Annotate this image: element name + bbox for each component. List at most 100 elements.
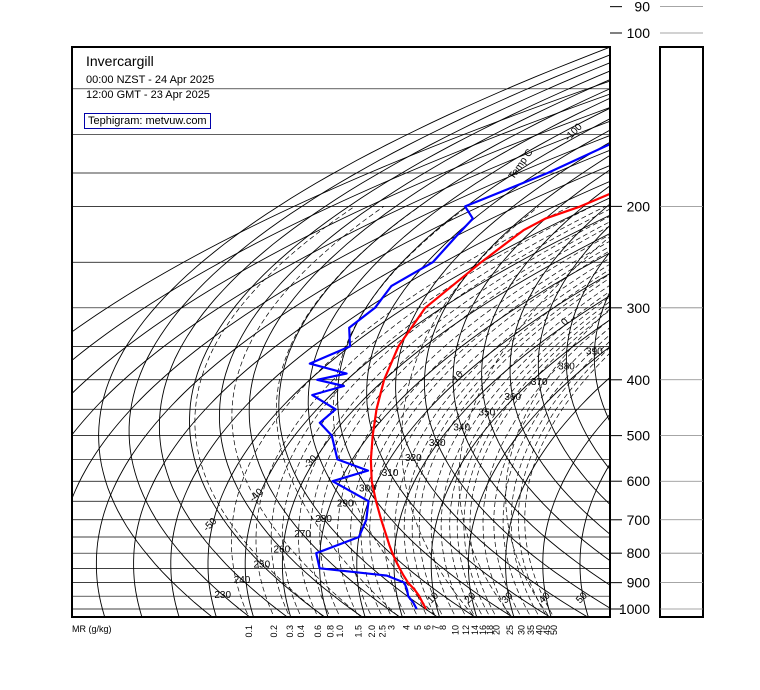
utc-time-label: 12:00 GMT - 23 Apr 2025 — [86, 89, 210, 101]
mixing-ratio-line — [403, 268, 610, 617]
mixing-ratio-tick-label: 12 — [461, 625, 471, 635]
isotherm-line — [72, 80, 610, 333]
mixing-ratio-tick-label: 7 — [431, 625, 441, 630]
mixing-ratio-tick-label: 30 — [516, 625, 526, 635]
mixing-ratio-line — [469, 309, 610, 617]
potential-temperature-label: 320 — [405, 453, 422, 464]
mixing-ratio-tick-label: 35 — [526, 625, 536, 635]
mixing-ratio-line — [319, 225, 610, 617]
dry-adiabat-line — [423, 154, 610, 609]
mixing-ratio-line — [463, 305, 610, 617]
potential-temperature-label: 250 — [253, 560, 270, 571]
isotherm-line — [72, 134, 610, 500]
wind-panel — [659, 46, 704, 618]
mixing-ratio-tick-label: 5 — [413, 625, 423, 630]
mixing-ratio-line — [350, 240, 610, 617]
moist-adiabat-line — [505, 308, 610, 617]
mixing-ratio-tick-label: 0.6 — [313, 625, 323, 638]
mixing-ratio-tick-label: 10 — [451, 625, 461, 635]
pressure-tick-label: 90 — [634, 0, 650, 15]
moist-adiabat-line — [275, 206, 420, 617]
isotherm-line — [579, 463, 610, 617]
mixing-ratio-tick-label: 16 — [478, 625, 488, 635]
isotherm-line — [319, 252, 610, 617]
dry-adiabat-line — [650, 0, 760, 633]
mixing-ratio-tick-label: 0.4 — [296, 625, 306, 638]
mixing-ratio-tick-label: 2.0 — [367, 625, 377, 638]
potential-temperature-label: 390 — [586, 346, 603, 357]
dry-adiabat-line — [248, 88, 610, 617]
mixing-ratio-line — [449, 296, 610, 617]
mixing-ratio-line — [360, 245, 610, 617]
isotherm-line — [207, 197, 610, 617]
station-title: Invercargill — [86, 53, 154, 69]
mixing-ratio-line — [456, 301, 610, 617]
isotherm-line — [505, 376, 610, 617]
mixing-ratio-tick-label: 0.3 — [285, 625, 295, 638]
potential-temperature-label: 290 — [337, 499, 354, 510]
pressure-tick-label: 1000 — [619, 601, 650, 617]
potential-temperature-label: 260 — [274, 544, 291, 555]
mixing-ratio-line — [383, 257, 610, 617]
mixing-ratio-tick-label: 3 — [387, 625, 397, 630]
dry-adiabat-line — [395, 141, 610, 617]
potential-temperature-label: 300 — [359, 483, 376, 494]
mixing-ratio-line — [482, 319, 610, 617]
mixing-ratio-tick-label: 8 — [438, 625, 448, 630]
mixing-ratio-line — [394, 263, 610, 617]
mixing-ratio-tick-label: 20 — [491, 625, 501, 635]
mixing-ratio-line — [502, 334, 610, 617]
mixing-ratio-tick-label: 50 — [549, 625, 559, 635]
mixing-ratio-line — [524, 352, 610, 617]
temperature-profile-line — [369, 192, 610, 610]
pressure-tick-label: 900 — [627, 575, 651, 591]
potential-temperature-label: 370 — [531, 377, 548, 388]
mixing-ratio-line — [440, 290, 610, 617]
dry-adiabat-line — [366, 129, 610, 617]
mixing-ratio-tick-label: 6 — [423, 625, 433, 630]
dry-adiabat-line — [337, 118, 610, 617]
mixing-ratio-axis-label: MR (g/kg) — [72, 624, 112, 634]
potential-temperature-label: 280 — [315, 514, 332, 525]
isotherm-line — [170, 180, 610, 617]
dry-adiabat-line — [593, 290, 610, 423]
moist-adiabat-line — [231, 206, 385, 617]
isotherm-line — [72, 107, 610, 395]
potential-temperature-label: 330 — [429, 438, 446, 449]
isotherm-line — [281, 233, 610, 617]
pressure-tick-label: 300 — [627, 300, 651, 316]
moist-adiabat-line — [333, 206, 468, 617]
potential-temperature-label: 240 — [234, 575, 251, 586]
mixing-ratio-tick-label: 18 — [485, 625, 495, 635]
moist-adiabat-line — [401, 206, 540, 617]
mixing-ratio-line — [430, 284, 610, 617]
moist-adiabat-line — [458, 236, 610, 617]
isotherm-line — [356, 272, 610, 617]
potential-temperature-label: 360 — [504, 392, 521, 403]
dry-adiabat-line — [509, 203, 610, 535]
mixing-ratio-tick-label: 40 — [535, 625, 545, 635]
pressure-tick-label: 200 — [627, 198, 651, 214]
diagram-grid — [72, 0, 760, 633]
mixing-ratio-tick-label: 45 — [542, 625, 552, 635]
isotherm-line — [467, 346, 610, 617]
dry-adiabat-line — [98, 47, 610, 617]
isotherm-line — [95, 149, 610, 617]
mixing-ratio-line — [298, 215, 610, 617]
isotherm-line — [244, 214, 610, 617]
mixing-ratio-tick-label: 25 — [505, 625, 515, 635]
dry-adiabat-line — [218, 79, 610, 617]
mixing-ratio-tick-label: 0.1 — [244, 625, 254, 638]
pressure-tick-label: 500 — [627, 428, 651, 444]
potential-temperature-label: 310 — [382, 468, 399, 479]
pressure-tick-label: 400 — [627, 372, 651, 388]
isotherm-line — [72, 120, 610, 436]
dry-adiabat-line — [537, 224, 610, 506]
mixing-ratio-line — [310, 221, 610, 617]
pressure-tick-label: 800 — [627, 545, 651, 561]
isotherm-label: 30 — [500, 590, 516, 606]
mixing-ratio-tick-label: 1.0 — [335, 625, 345, 638]
isotherm-line — [430, 319, 610, 617]
